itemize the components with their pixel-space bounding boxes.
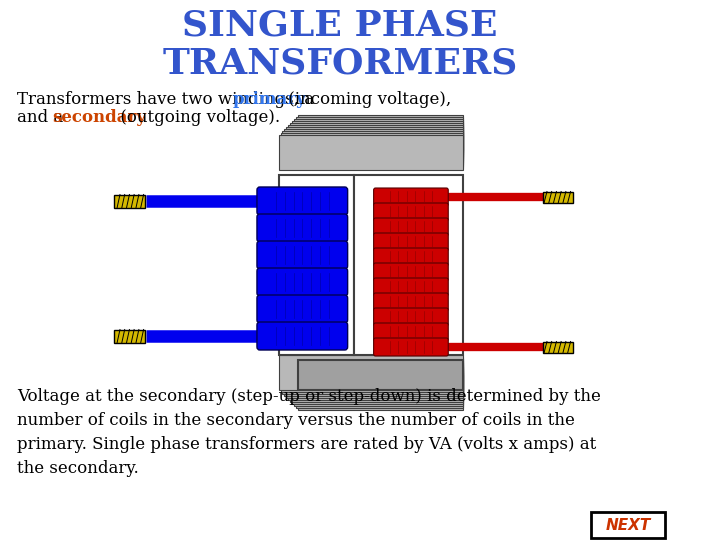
Bar [279,355,463,390]
Bar [290,123,463,158]
FancyBboxPatch shape [257,214,348,242]
Text: TRANSFORMERS: TRANSFORMERS [163,46,518,80]
FancyBboxPatch shape [374,248,449,266]
FancyBboxPatch shape [374,233,449,251]
Bar [543,192,573,202]
Bar [114,329,145,342]
FancyBboxPatch shape [374,263,449,281]
FancyBboxPatch shape [374,278,449,296]
FancyBboxPatch shape [374,323,449,341]
FancyBboxPatch shape [257,187,348,215]
Bar [297,375,463,410]
Bar [282,359,463,394]
Bar [287,363,463,398]
FancyBboxPatch shape [374,218,449,236]
Bar [543,341,573,353]
Bar [297,360,463,390]
Bar [281,133,463,168]
Bar [294,119,463,154]
Text: primary: primary [233,91,306,108]
FancyBboxPatch shape [257,268,348,296]
Bar [279,135,463,170]
FancyBboxPatch shape [257,295,348,323]
Bar [297,115,463,150]
FancyBboxPatch shape [591,512,665,538]
Bar [296,117,463,152]
Bar [282,131,463,166]
FancyBboxPatch shape [374,338,449,356]
FancyBboxPatch shape [374,203,449,221]
Bar [292,121,463,156]
FancyBboxPatch shape [374,308,449,326]
Bar [287,127,463,162]
Text: Transformers have two windings, a: Transformers have two windings, a [17,91,320,108]
Bar [294,371,463,406]
Bar [288,125,463,160]
Text: and a: and a [17,109,68,126]
FancyBboxPatch shape [374,188,449,206]
Bar [284,361,463,396]
Bar [288,365,463,400]
Bar [114,194,145,207]
Bar [279,175,354,355]
FancyBboxPatch shape [257,322,348,350]
Bar [284,129,463,164]
Text: Voltage at the secondary (step-up or step-down) is determined by the
number of c: Voltage at the secondary (step-up or ste… [17,388,601,477]
Text: SINGLE PHASE: SINGLE PHASE [182,8,498,42]
Text: (outgoing voltage).: (outgoing voltage). [115,109,280,126]
FancyBboxPatch shape [257,241,348,269]
Text: (incoming voltage),: (incoming voltage), [284,91,451,108]
Bar [296,373,463,408]
Text: secondary: secondary [52,109,146,126]
Text: NEXT: NEXT [606,517,651,532]
Bar [292,369,463,404]
Bar [290,367,463,402]
Bar [354,175,463,355]
Bar [281,357,463,392]
FancyBboxPatch shape [374,293,449,311]
